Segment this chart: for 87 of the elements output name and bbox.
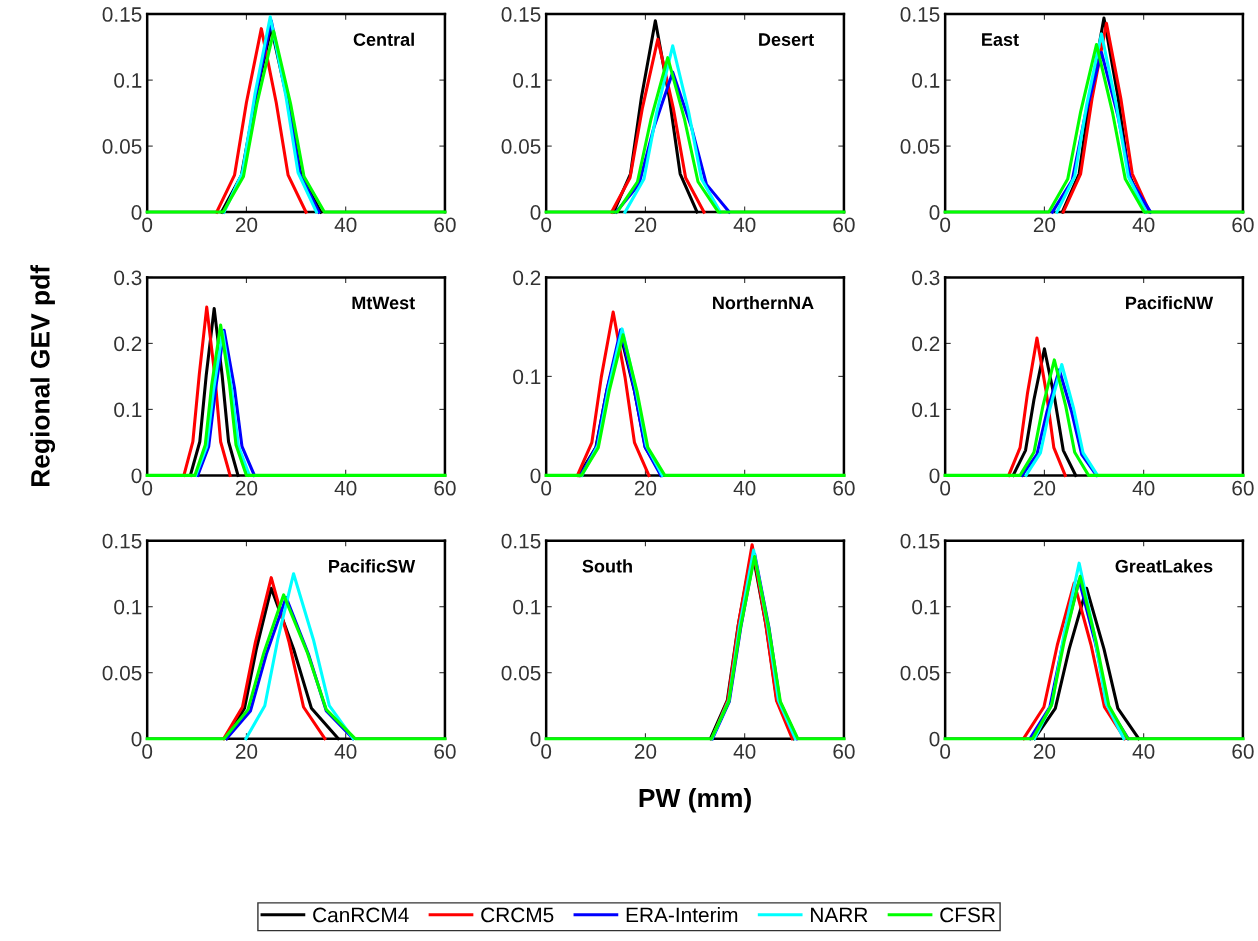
x-tick-label: 60 [434, 217, 456, 233]
x-tick-label: 0 [541, 480, 552, 496]
y-tick-label: 0 [530, 731, 541, 747]
text: South [582, 559, 632, 573]
x-tick-label: 40 [1132, 480, 1155, 496]
y-tick-label: 0.15 [102, 7, 142, 22]
y-tick-label: 0.05 [900, 665, 940, 681]
x-tick-label: 40 [1132, 744, 1155, 759]
y-tick-label: 0 [131, 731, 142, 747]
x-tick-label: 0 [142, 744, 153, 759]
x-tick-label: 40 [733, 744, 756, 759]
x-tick-label: 20 [634, 217, 657, 233]
y-tick-label: 0.05 [501, 665, 541, 681]
y-tick-label: 0 [131, 468, 142, 484]
x-tick-label: 0 [541, 217, 552, 233]
y-tick-label: 0.2 [912, 336, 940, 352]
legend-label: CRCM5 [481, 907, 554, 923]
y-tick-label: 0.1 [513, 369, 541, 385]
y-tick-label: 0.05 [102, 665, 142, 681]
x-tick-label: 60 [434, 744, 456, 759]
y-tick-label: 0.15 [501, 533, 541, 549]
y-tick-label: 0.3 [912, 270, 940, 286]
y-tick-label: 0.2 [114, 336, 142, 352]
x-tick-label: 20 [634, 744, 657, 759]
y-tick-label: 0 [929, 468, 940, 484]
x-tick-label: 60 [1232, 480, 1254, 496]
x-tick-label: 40 [334, 217, 357, 233]
y-tick-label: 0 [530, 205, 541, 220]
y-tick-label: 0.1 [513, 73, 541, 88]
y-tick-label: 0 [530, 468, 541, 484]
text: GreatLakes [1115, 559, 1213, 573]
y-tick-label: 0.15 [102, 533, 142, 549]
x-tick-label: 20 [634, 480, 657, 496]
y-tick-label: 0.1 [912, 73, 940, 88]
text: PacificNW [1126, 296, 1214, 310]
y-tick-label: 0 [131, 205, 142, 220]
y-tick-label: 0.1 [912, 402, 940, 418]
x-tick-label: 60 [1232, 217, 1254, 233]
x-tick-label: 40 [1132, 217, 1155, 233]
legend-label: ERA-Interim [626, 907, 738, 923]
text: Desert [759, 33, 814, 46]
legend-label: NARR [811, 907, 868, 923]
legend-label: CanRCM4 [313, 907, 409, 923]
x-tick-label: 0 [940, 744, 951, 759]
y-tick-label: 0.1 [114, 599, 142, 615]
y-tick-label: 0.15 [900, 533, 940, 549]
y-tick-label: 0.1 [912, 599, 940, 615]
x-tick-label: 20 [1033, 744, 1056, 759]
text: East [982, 33, 1019, 46]
x-axis-title: PW (mm) [639, 787, 751, 813]
x-tick-label: 0 [142, 217, 153, 233]
x-tick-label: 0 [142, 480, 153, 496]
x-tick-label: 60 [833, 480, 855, 496]
x-tick-label: 60 [833, 744, 855, 759]
y-axis-title: Regional GEV pdf [30, 264, 56, 487]
x-tick-label: 20 [235, 480, 258, 496]
y-tick-label: 0.3 [114, 270, 142, 286]
text: NorthernNA [713, 296, 814, 310]
y-tick-label: 0.05 [102, 139, 142, 154]
x-tick-label: 60 [434, 480, 456, 496]
x-tick-label: 40 [733, 480, 756, 496]
y-tick-label: 0.2 [513, 270, 541, 286]
x-tick-label: 40 [334, 744, 357, 759]
y-tick-label: 0.15 [501, 7, 541, 22]
text: PacificSW [329, 559, 416, 573]
x-tick-label: 40 [334, 480, 357, 496]
x-tick-label: 40 [733, 217, 756, 233]
text: Central [353, 32, 414, 46]
x-tick-label: 20 [1033, 480, 1056, 496]
x-tick-label: 0 [940, 217, 951, 233]
x-tick-label: 0 [940, 480, 951, 496]
y-tick-label: 0.05 [900, 139, 940, 154]
x-tick-label: 60 [1232, 744, 1254, 759]
x-tick-label: 60 [833, 217, 855, 233]
y-tick-label: 0.1 [114, 402, 142, 418]
y-tick-label: 0.1 [114, 73, 142, 88]
x-tick-label: 20 [235, 217, 258, 233]
y-tick-label: 0 [929, 731, 940, 747]
y-tick-label: 0.15 [900, 7, 940, 22]
x-tick-label: 20 [235, 744, 258, 759]
legend-label: CFSR [940, 907, 995, 923]
x-tick-label: 20 [1033, 217, 1056, 233]
y-tick-label: 0.05 [501, 139, 541, 154]
text: MtWest [352, 296, 415, 310]
x-tick-label: 0 [541, 744, 552, 759]
y-tick-label: 0 [929, 205, 940, 220]
y-tick-label: 0.1 [513, 599, 541, 615]
